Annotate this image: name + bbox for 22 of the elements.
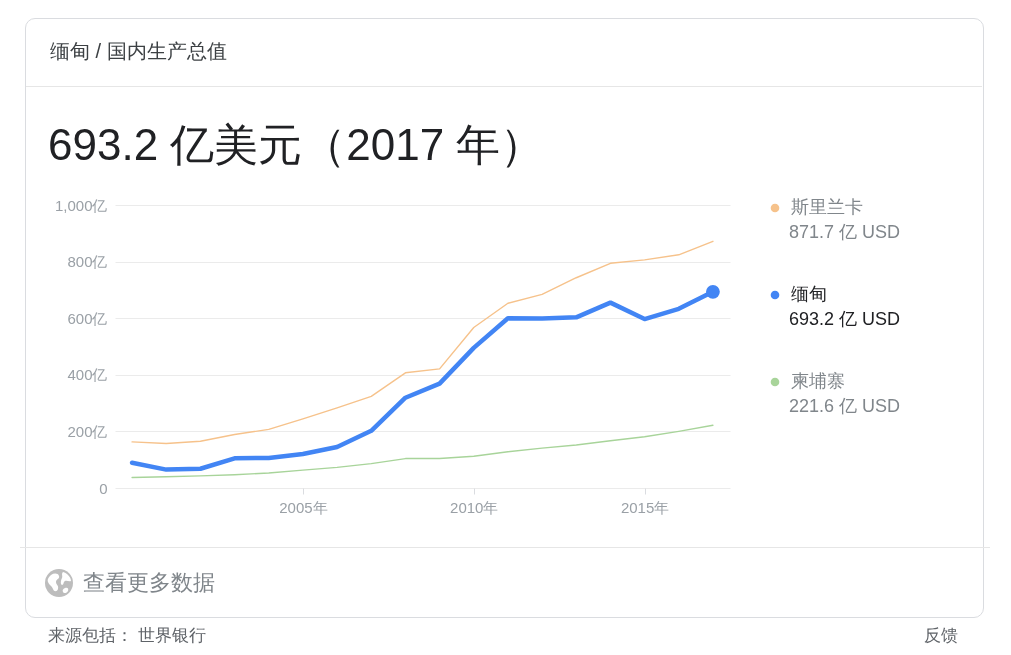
y-tick-label: 200亿 (67, 422, 108, 440)
text: 查看更多数据 (83, 570, 215, 595)
text: 221.6 亿 USD (789, 396, 901, 416)
y-tick-label: 600亿 (67, 309, 108, 327)
x-tick-label: 2010年 (450, 498, 499, 516)
text: 来源包括： 世界银行 (48, 626, 206, 645)
text: 反馈 (924, 626, 958, 645)
chart-title: 缅甸 / 国内生产总值 (50, 40, 227, 62)
chart-subtitle: 693.2 亿美元（2017 年） (48, 120, 545, 169)
legend-label: 斯里兰卡 (791, 197, 863, 217)
y-tick-label: 800亿 (67, 253, 108, 271)
legend-label: 缅甸 (791, 284, 827, 304)
x-tick-label: 2015年 (620, 498, 670, 516)
line-series (131, 240, 714, 445)
x-tick-label: 2005年 (279, 498, 328, 516)
y-tick-label: 400亿 (67, 366, 108, 384)
legend-label: 柬埔寨 (791, 371, 845, 391)
text: 871.7 亿 USD (789, 222, 901, 242)
y-tick-label: 1,000亿 (54, 196, 108, 214)
text: 693.2 亿 USD (789, 309, 901, 329)
line-series (131, 424, 714, 479)
y-tick-label: 0 (99, 479, 108, 497)
